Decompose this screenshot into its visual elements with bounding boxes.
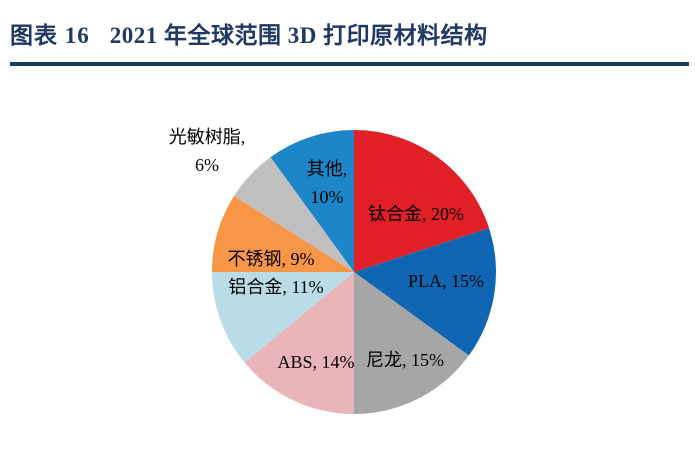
header-divider [10,62,689,66]
pie-slice-光敏树脂 [234,157,354,272]
pie-slice-ABS [244,272,354,414]
pie-slice-PLA [354,228,497,356]
chart-header: 图表 16 2021 年全球范围 3D 打印原材料结构 [10,16,488,50]
pie-label-其他-line2: 10% [311,187,344,207]
pie-slice-其他 [270,130,354,272]
pie-label-PLA: PLA, 15% [408,271,484,291]
pie-label-ABS: ABS, 14% [277,352,354,372]
pie-slice-尼龙 [354,272,469,414]
pie-label-不锈钢: 不锈钢, 9% [228,249,315,269]
pie-label-其他-line1: 其他, [307,159,348,179]
pie-label-光敏树脂-line1: 光敏树脂, [169,127,246,147]
pie-label-铝合金: 铝合金, 11% [228,277,323,297]
pie-slice-钛合金 [354,130,490,272]
page-title: 2021 年全球范围 3D 打印原材料结构 [109,23,488,48]
pie-slice-不锈钢 [212,195,354,272]
pie-label-尼龙: 尼龙, 15% [366,350,444,370]
pie-label-光敏树脂-line2: 6% [195,155,219,175]
pie-label-钛合金: 钛合金, 20% [368,204,464,224]
figure-number-label: 图表 16 [10,23,90,48]
pie-slice-铝合金 [212,272,354,363]
